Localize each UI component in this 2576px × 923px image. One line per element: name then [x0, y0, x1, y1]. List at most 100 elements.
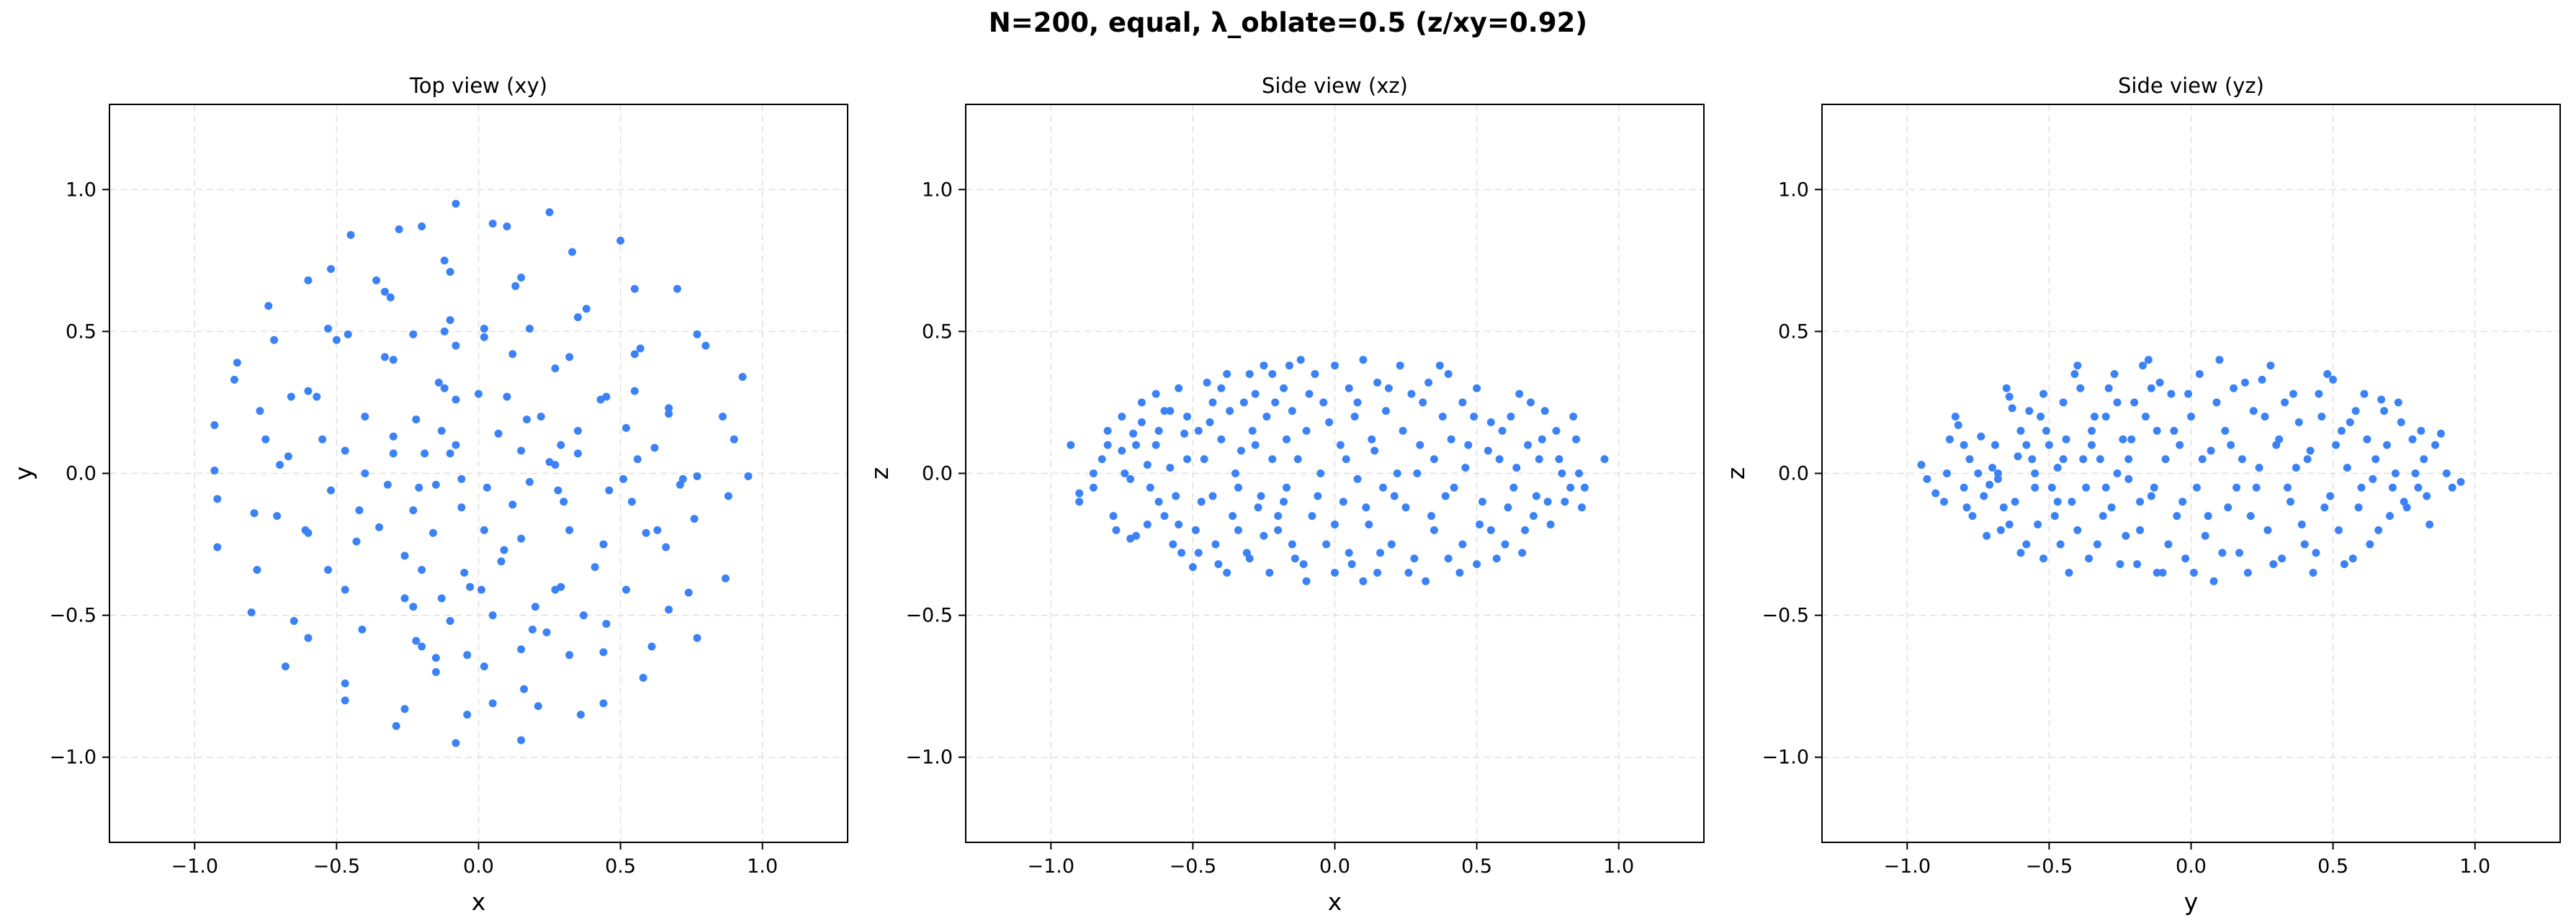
data-point: [2227, 441, 2235, 449]
data-point: [346, 230, 355, 239]
data-point: [1393, 469, 1401, 477]
x-tick-label: −1.0: [171, 855, 218, 878]
data-point: [1308, 512, 1316, 521]
data-point: [642, 528, 650, 537]
data-point: [2394, 398, 2402, 407]
data-point: [1197, 497, 1206, 506]
x-tick-label: 1.0: [747, 855, 778, 878]
data-point: [560, 497, 568, 506]
data-point: [1336, 441, 1345, 449]
data-point: [724, 492, 732, 500]
data-point: [2255, 464, 2263, 472]
data-point: [2059, 398, 2068, 407]
data-point: [1319, 398, 1328, 407]
data-point: [2397, 418, 2405, 427]
data-point: [475, 390, 483, 398]
data-point: [372, 276, 381, 284]
data-point: [2218, 549, 2227, 557]
data-point: [1988, 464, 1997, 472]
data-point: [1974, 469, 1983, 477]
data-point: [1396, 361, 1404, 370]
data-point: [264, 302, 273, 310]
data-point: [2317, 413, 2326, 421]
data-point: [1152, 441, 1160, 449]
data-point: [1965, 455, 1974, 464]
data-point: [1968, 512, 1977, 521]
data-point: [477, 585, 485, 594]
data-point: [2346, 418, 2354, 427]
data-point: [2261, 413, 2269, 421]
data-point: [2198, 455, 2207, 464]
data-point: [1419, 398, 1427, 407]
data-point: [2045, 441, 2053, 449]
data-point: [1234, 483, 1242, 492]
y-tick-label: 1.0: [922, 179, 953, 201]
data-point: [2014, 452, 2022, 461]
data-point: [389, 356, 398, 364]
data-point: [565, 526, 574, 534]
data-point: [1166, 407, 1175, 415]
data-point: [1143, 520, 1152, 528]
data-point: [1951, 413, 1960, 421]
data-point: [2025, 407, 2034, 415]
data-point: [2158, 568, 2167, 577]
data-point: [627, 497, 636, 506]
data-point: [2093, 540, 2101, 549]
x-tick-label: 0.0: [463, 855, 494, 878]
data-point: [2016, 426, 2025, 435]
data-point: [2414, 483, 2423, 492]
data-point: [1254, 503, 1262, 512]
data-point: [1245, 370, 1254, 379]
data-point: [452, 341, 460, 350]
data-point: [2124, 455, 2133, 464]
data-point: [1126, 474, 1135, 483]
data-point: [1311, 370, 1319, 379]
data-point: [2238, 455, 2246, 464]
y-tick-label: −1.0: [905, 747, 953, 769]
data-point: [2456, 477, 2465, 486]
data-point: [1999, 503, 2008, 512]
data-point: [1413, 469, 1422, 477]
data-point: [2141, 413, 2150, 421]
data-point: [1540, 407, 1549, 415]
data-point: [341, 446, 349, 455]
data-point: [386, 293, 395, 302]
data-point: [2189, 568, 2198, 577]
data-point: [2320, 503, 2329, 512]
data-point: [2230, 384, 2238, 392]
data-point: [2059, 455, 2068, 464]
data-point: [2315, 390, 2323, 398]
data-point: [497, 557, 506, 566]
data-point: [517, 273, 526, 282]
data-point: [2294, 418, 2303, 427]
data-point: [1940, 497, 1949, 506]
data-point: [2065, 568, 2073, 577]
data-point: [2088, 426, 2096, 435]
data-point: [2335, 526, 2343, 534]
y-axis-label: y: [9, 467, 37, 481]
y-tick-label: 0.5: [922, 320, 953, 343]
data-point: [2240, 378, 2249, 387]
data-point: [1991, 441, 1999, 449]
data-point: [1206, 418, 1214, 427]
data-point: [2124, 474, 2133, 483]
data-point: [437, 426, 446, 435]
data-point: [2192, 483, 2201, 492]
y-axis-label: z: [866, 467, 894, 479]
data-point: [1262, 413, 1271, 421]
data-point: [1529, 512, 1538, 521]
data-point: [2369, 474, 2377, 483]
data-point: [520, 685, 529, 693]
data-point: [525, 477, 534, 486]
data-point: [1518, 549, 1527, 557]
data-point: [463, 711, 472, 719]
data-point: [2204, 512, 2212, 521]
data-point: [1923, 474, 1931, 483]
data-point: [2289, 390, 2297, 398]
data-point: [2442, 469, 2451, 477]
data-point: [2366, 540, 2374, 549]
data-point: [1538, 435, 1546, 444]
data-point: [1450, 483, 1458, 492]
data-point: [2431, 441, 2440, 449]
data-point: [2249, 407, 2258, 415]
